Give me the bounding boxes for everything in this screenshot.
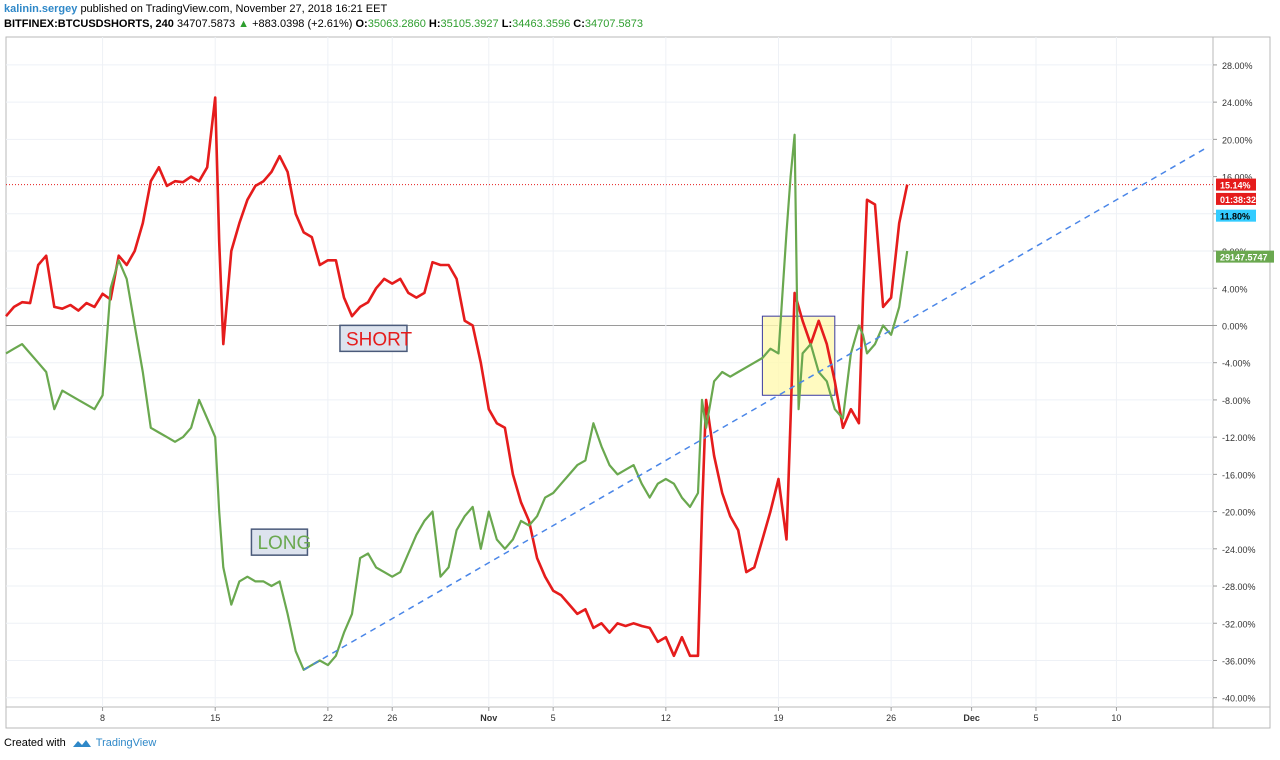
y-tick-label: -4.00% [1222, 359, 1251, 369]
y-tick-label: -16.00% [1222, 470, 1256, 480]
label-box-short [339, 324, 408, 353]
y-tick-label: 0.00% [1222, 321, 1248, 331]
y-tick-label: 24.00% [1222, 98, 1253, 108]
high-value: 35105.3927 [440, 18, 499, 30]
y-tick-label: -12.00% [1222, 433, 1256, 443]
x-tick-label: 22 [323, 713, 333, 723]
up-arrow-icon: ▲ [238, 18, 250, 30]
x-tick-label: 5 [1033, 713, 1038, 723]
chart-frame [5, 36, 1271, 729]
tradingview-link[interactable]: TradingView [72, 737, 157, 749]
y-tick-label: -24.00% [1222, 545, 1256, 555]
x-tick-label: Dec [963, 713, 980, 723]
y-tick-label: -28.00% [1222, 582, 1256, 592]
label-box-long [250, 528, 309, 556]
open-value: 35063.2860 [367, 18, 426, 30]
x-tick-label: Nov [480, 713, 497, 723]
price-label-text-short: 15.14% [1220, 181, 1251, 191]
tradingview-brand: TradingView [95, 737, 157, 749]
symbol-name: BITFINEX:BTCUSDSHORTS, 240 [4, 18, 174, 30]
publish-text: published on TradingView.com, November 2… [80, 3, 388, 15]
price-label-short [1216, 178, 1256, 191]
low-label: L: [501, 18, 513, 30]
tradingview-logo-icon [72, 739, 91, 747]
x-tick-label: 19 [773, 713, 783, 723]
price-label-text-long: 11.80% [1220, 212, 1250, 222]
close-label: C: [573, 18, 585, 30]
low-value: 34463.3596 [512, 18, 571, 30]
series-line-long [5, 133, 909, 671]
y-tick-label: -20.00% [1222, 508, 1256, 518]
label-text-long: LONG [257, 533, 311, 554]
y-tick-label: -40.00% [1222, 694, 1256, 704]
series-line-short [5, 96, 909, 658]
publish-info: kalinin.sergey published on TradingView.… [4, 3, 387, 15]
symbol-info: BITFINEX:BTCUSDSHORTS, 240 34707.5873 ▲ … [4, 18, 643, 30]
x-tick-label: 12 [661, 713, 671, 723]
trend-line [303, 148, 1206, 671]
close-value: 34707.5873 [584, 18, 644, 30]
x-tick-label: 26 [886, 713, 896, 723]
open-label: O: [355, 18, 368, 30]
y-tick-label: 16.00% [1222, 173, 1253, 183]
price-change: +883.0398 (+2.61%) [252, 18, 353, 30]
x-tick-label: 8 [100, 713, 105, 723]
last-price: 34707.5873 [176, 18, 236, 30]
y-tick-label: 20.00% [1222, 135, 1253, 145]
x-tick-label: 15 [210, 713, 220, 723]
y-tick-label: 4.00% [1222, 284, 1248, 294]
x-tick-label: 10 [1111, 713, 1121, 723]
price-label-countdown [1216, 192, 1256, 205]
y-tick-label: -8.00% [1222, 396, 1251, 406]
y-tick-label: -36.00% [1222, 656, 1256, 666]
y-tick-label: -32.00% [1222, 619, 1256, 629]
created-with-text: Created with [4, 737, 66, 749]
price-label-price [1216, 250, 1274, 263]
footer: Created with TradingView [4, 737, 156, 749]
y-tick-label: 28.00% [1222, 61, 1253, 71]
price-label-text-price: 29147.5747 [1220, 253, 1268, 263]
author-name[interactable]: kalinin.sergey [4, 3, 78, 15]
price-label-text-countdown: 01:38:32 [1220, 195, 1256, 205]
label-text-short: SHORT [346, 329, 413, 350]
high-label: H: [428, 18, 441, 30]
price-label-long [1216, 209, 1256, 222]
x-tick-label: 5 [551, 713, 556, 723]
x-tick-label: 26 [387, 713, 397, 723]
